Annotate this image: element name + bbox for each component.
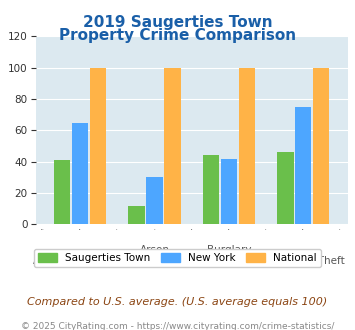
Text: 2019 Saugerties Town: 2019 Saugerties Town <box>83 15 272 30</box>
Text: All Property Crime: All Property Crime <box>33 256 128 266</box>
Bar <box>90 68 106 224</box>
Bar <box>146 178 163 224</box>
Bar <box>295 107 311 224</box>
Bar <box>203 155 219 224</box>
Text: Burglary: Burglary <box>207 245 251 255</box>
Bar <box>313 68 329 224</box>
Text: Compared to U.S. average. (U.S. average equals 100): Compared to U.S. average. (U.S. average … <box>27 297 328 307</box>
Text: Property Crime Comparison: Property Crime Comparison <box>59 28 296 43</box>
Bar <box>221 159 237 224</box>
Text: Arson: Arson <box>140 245 169 255</box>
Bar <box>54 160 70 224</box>
Text: © 2025 CityRating.com - https://www.cityrating.com/crime-statistics/: © 2025 CityRating.com - https://www.city… <box>21 322 334 330</box>
Text: Motor Vehicle Theft: Motor Vehicle Theft <box>104 256 205 266</box>
Text: Larceny & Theft: Larceny & Theft <box>262 256 345 266</box>
Bar <box>164 68 181 224</box>
Bar <box>72 122 88 224</box>
Bar <box>277 152 294 224</box>
Legend: Saugerties Town, New York, National: Saugerties Town, New York, National <box>34 249 321 267</box>
Bar <box>129 206 145 224</box>
Bar <box>239 68 255 224</box>
